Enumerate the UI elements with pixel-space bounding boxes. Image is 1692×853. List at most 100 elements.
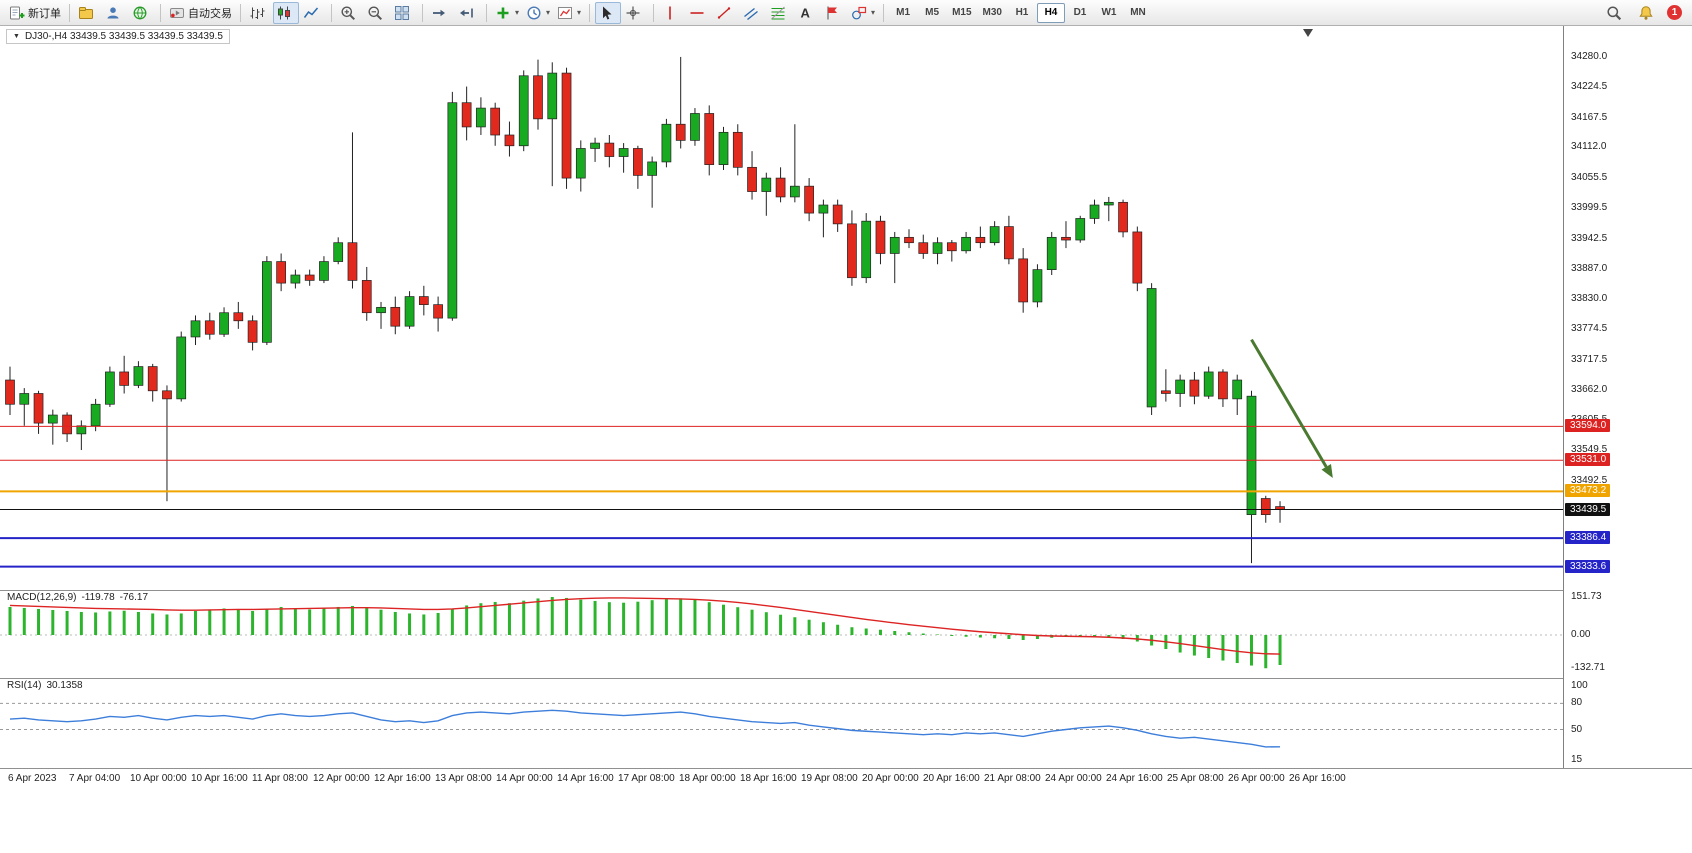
shapes-button[interactable]: ▾ (848, 2, 878, 24)
new-order-button[interactable]: 新订单 (6, 2, 64, 24)
chart-shift-marker-icon[interactable] (1303, 29, 1313, 37)
candle (147, 366, 158, 392)
candle (1189, 379, 1200, 397)
timeframe-h4-button[interactable]: H4 (1036, 2, 1065, 23)
alerts-badge[interactable]: 1 (1667, 5, 1682, 20)
timeframe-m15-button-label: M15 (952, 7, 972, 18)
time-axis-label: 12 Apr 00:00 (313, 773, 370, 784)
zoom-out-button[interactable] (364, 2, 390, 24)
tile-windows-button[interactable] (391, 2, 417, 24)
market-button[interactable] (75, 2, 101, 24)
timeframe-d1-button[interactable]: D1 (1066, 3, 1094, 23)
periods-button[interactable]: ▾ (523, 2, 553, 24)
autotrade-icon (169, 5, 185, 21)
macd-panel[interactable] (0, 590, 1563, 678)
text-button[interactable]: A (794, 2, 820, 24)
toolbar-separator (240, 3, 241, 22)
bar-chart-button[interactable] (246, 2, 272, 24)
toolbar-separator (653, 3, 655, 22)
candle (418, 296, 429, 305)
templates-button[interactable]: ▾ (554, 2, 584, 24)
candle (1046, 236, 1057, 270)
profiles-button[interactable] (102, 2, 128, 24)
rsi-axis-label: 15 (1571, 753, 1583, 765)
indicators-button[interactable]: ▾ (492, 2, 522, 24)
fibonacci-icon (770, 5, 786, 21)
line-chart-button[interactable] (300, 2, 326, 24)
dropdown-arrow-icon[interactable]: ▾ (546, 8, 551, 17)
trendline-button[interactable] (713, 2, 739, 24)
chart-shift-button[interactable] (455, 2, 481, 24)
search-button[interactable] (1603, 2, 1629, 24)
timeframe-m1-button-label: M1 (896, 7, 911, 18)
new-order-icon (9, 5, 25, 21)
macd-axis-label: -132.71 (1571, 662, 1605, 674)
periods-icon (526, 5, 542, 21)
trend-arrow-head[interactable] (1321, 464, 1333, 479)
candle (775, 177, 786, 198)
candle (847, 223, 857, 279)
candle (476, 107, 486, 128)
candle (761, 177, 772, 192)
auto-scroll-button[interactable] (428, 2, 454, 24)
bell-icon (1638, 5, 1654, 21)
dropdown-arrow-icon[interactable]: ▾ (871, 8, 876, 17)
toolbar-group-timeframes: M1 M5 M15 M30 H1 H4 D1 W1 MN (887, 2, 1154, 23)
timeframe-m5-button[interactable]: M5 (918, 3, 946, 23)
main-price-chart[interactable] (0, 26, 1563, 590)
candle (404, 296, 415, 327)
channel-button[interactable] (740, 2, 766, 24)
candle (789, 185, 800, 198)
timeframe-mn-button[interactable]: MN (1124, 3, 1152, 23)
candle (690, 113, 700, 141)
panel-separator[interactable] (0, 678, 1692, 679)
notifications-button[interactable] (1635, 2, 1661, 24)
candle (1246, 395, 1257, 516)
zoom-in-button[interactable] (337, 2, 363, 24)
dropdown-arrow-icon[interactable]: ▾ (577, 8, 582, 17)
timeframe-m30-button-label: M30 (982, 7, 1002, 18)
timeframe-m15-button[interactable]: M15 (947, 3, 976, 23)
macd-main-value: -119.78 (81, 592, 115, 603)
rsi-panel[interactable] (0, 678, 1563, 768)
cursor-button[interactable] (595, 1, 622, 24)
price-scale[interactable]: 34280.0 34224.5 34167.5 34112.0 34055.5 33999… (1563, 26, 1692, 768)
community-button[interactable] (129, 2, 155, 24)
candle (162, 390, 172, 400)
candle (190, 320, 201, 338)
tile-windows-icon (394, 5, 410, 21)
time-axis[interactable]: 6 Apr 2023 7 Apr 04:00 10 Apr 00:00 10 Apr … (0, 768, 1692, 853)
dropdown-arrow-icon[interactable]: ▾ (515, 8, 520, 17)
auto-trading-button[interactable]: 自动交易 (166, 2, 235, 24)
candle (989, 226, 1000, 244)
timeframe-w1-button[interactable]: W1 (1095, 3, 1123, 23)
timeframe-m30-button[interactable]: M30 (978, 3, 1007, 23)
price-line-badge: 33531.0 (1565, 453, 1611, 467)
time-axis-label: 6 Apr 2023 (8, 773, 57, 784)
time-axis-label: 10 Apr 00:00 (130, 773, 187, 784)
fibonacci-button[interactable] (767, 2, 793, 24)
horizontal-line-button[interactable] (686, 2, 712, 24)
price-tick-label: 33662.0 (1571, 383, 1608, 395)
time-axis-label: 7 Apr 04:00 (69, 773, 121, 784)
candle (832, 204, 843, 225)
candle (575, 148, 586, 179)
candlestick-chart-button[interactable] (273, 1, 299, 24)
macd-signal-line (9, 597, 1281, 655)
toolbar-group-scroll (426, 2, 483, 24)
candle (889, 236, 900, 254)
candle (946, 242, 957, 252)
crosshair-button[interactable] (622, 2, 648, 24)
macd-axis-label: 151.73 (1571, 591, 1602, 602)
text-label-button[interactable] (821, 2, 847, 24)
vertical-line-button[interactable] (659, 2, 685, 24)
timeframe-h1-button[interactable]: H1 (1008, 3, 1036, 23)
timeframe-m1-button[interactable]: M1 (889, 3, 917, 23)
one-click-collapse-icon[interactable]: ▼ (13, 33, 20, 40)
label-icon (824, 5, 840, 21)
candle (1161, 390, 1171, 394)
panel-separator[interactable] (0, 590, 1692, 591)
candle (533, 75, 543, 120)
market-icon (78, 5, 94, 21)
trend-arrow-line[interactable] (1250, 338, 1328, 468)
